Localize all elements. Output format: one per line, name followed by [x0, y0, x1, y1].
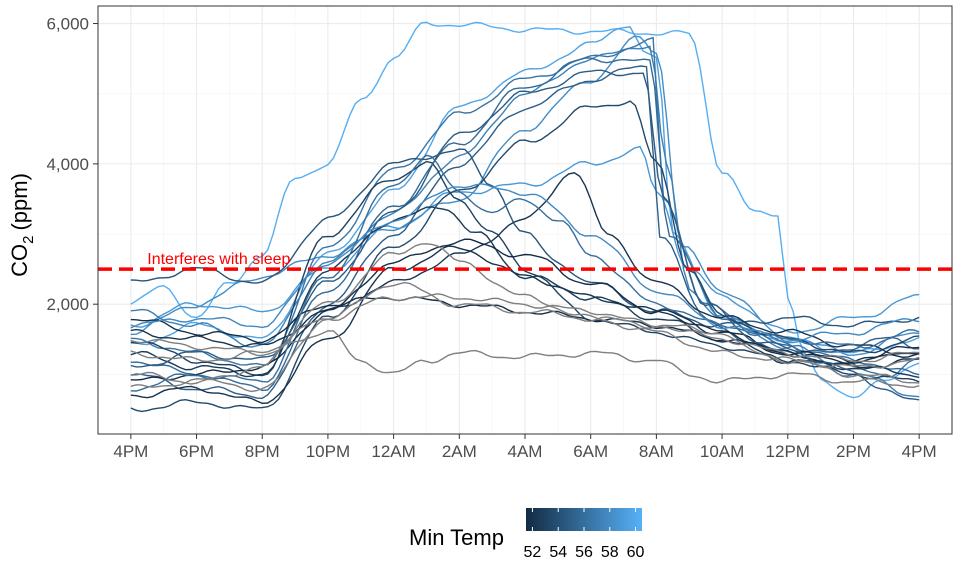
legend-tick-label: 56 [575, 544, 593, 561]
x-tick-label: 12PM [766, 442, 810, 461]
x-tick-label: 2AM [442, 442, 477, 461]
x-tick-label: 4PM [902, 442, 937, 461]
x-tick-label: 6AM [573, 442, 608, 461]
legend-tick-label: 58 [601, 544, 619, 561]
y-tick-label: 2,000 [46, 295, 89, 314]
x-tick-label: 4AM [508, 442, 543, 461]
y-axis-title-main: CO [7, 244, 32, 277]
legend-tick-label: 60 [627, 544, 645, 561]
y-axis-title-subscript: 2 [20, 236, 37, 244]
legend: Min Temp 52 54 56 58 60 [409, 508, 645, 561]
y-axis: 2,000 4,000 6,000 [46, 15, 98, 315]
x-tick-label: 12AM [371, 442, 415, 461]
x-axis: 4PM 6PM 8PM 10PM 12AM 2AM 4AM 6AM 8AM 10AM 12PM 2PM… [113, 434, 936, 461]
x-tick-label: 6PM [179, 442, 214, 461]
threshold-label: Interferes with sleep [147, 251, 290, 268]
y-tick-label: 4,000 [46, 155, 89, 174]
x-tick-label: 10PM [306, 442, 350, 461]
y-axis-title-unit: (ppm) [7, 173, 32, 230]
x-tick-label: 8AM [639, 442, 674, 461]
y-tick-label: 6,000 [46, 15, 89, 34]
x-tick-label: 2PM [836, 442, 871, 461]
legend-tick-label: 52 [524, 544, 542, 561]
y-axis-title: CO2 (ppm) [7, 173, 37, 277]
legend-title: Min Temp [409, 525, 504, 550]
legend-tick-label: 54 [549, 544, 567, 561]
x-tick-label: 10AM [700, 442, 744, 461]
x-tick-label: 8PM [245, 442, 280, 461]
x-tick-label: 4PM [113, 442, 148, 461]
